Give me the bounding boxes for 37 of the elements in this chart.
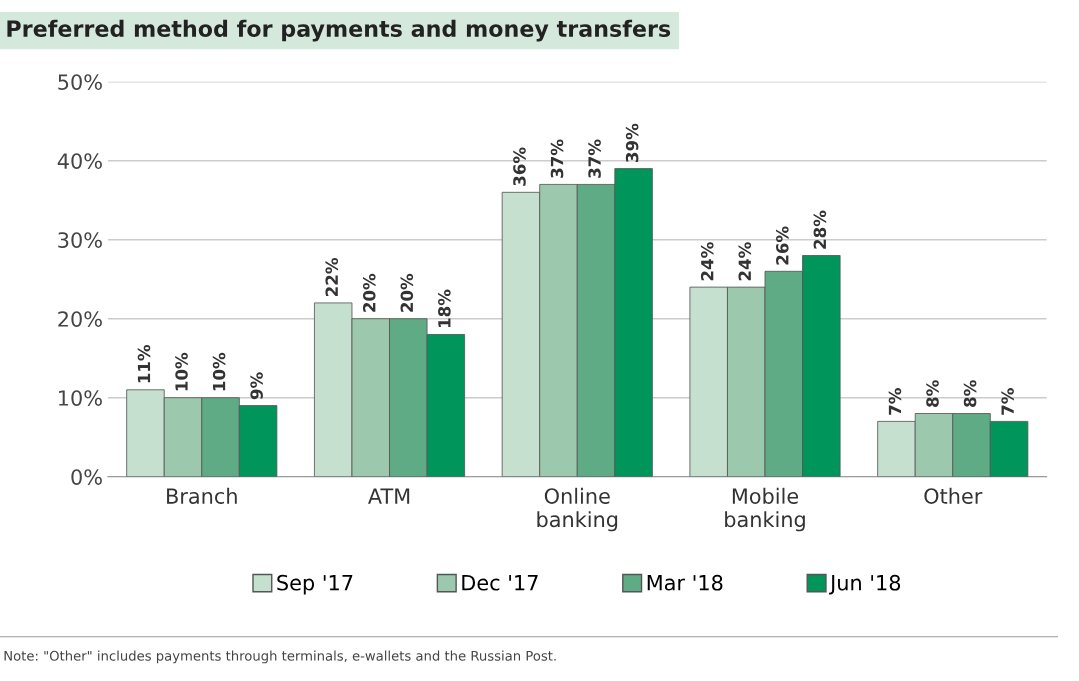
data-label: 8% bbox=[963, 380, 977, 407]
legend-label: Sep '17 bbox=[277, 574, 353, 595]
data-label: 20% bbox=[362, 273, 376, 312]
data-label: 8% bbox=[926, 380, 939, 407]
y-tick-label: 30% bbox=[58, 232, 102, 248]
x-tick-label: Other bbox=[924, 487, 983, 504]
data-label: 10% bbox=[175, 352, 188, 391]
data-label: 24% bbox=[700, 242, 714, 281]
data-label: 24% bbox=[738, 242, 752, 281]
data-label: 28% bbox=[813, 210, 827, 249]
data-label: 39% bbox=[625, 123, 639, 162]
y-tick-label: 50% bbox=[58, 74, 102, 90]
y-tick-label: 10% bbox=[59, 390, 102, 406]
data-label: 10% bbox=[212, 352, 226, 391]
data-label: 26% bbox=[776, 226, 789, 265]
y-tick-label: 0% bbox=[71, 469, 102, 485]
data-label: 20% bbox=[400, 273, 414, 312]
data-label: 9% bbox=[250, 372, 263, 400]
data-label: 7% bbox=[888, 388, 902, 415]
x-tick-label: ATM bbox=[368, 488, 410, 504]
data-label: 37% bbox=[588, 139, 601, 178]
data-label: 36% bbox=[513, 147, 526, 186]
legend-label: Mar '18 bbox=[647, 574, 723, 591]
x-tick-label: Mobile banking bbox=[725, 487, 805, 532]
y-tick-label: 40% bbox=[57, 153, 102, 169]
y-tick-label: 20% bbox=[58, 311, 102, 327]
x-tick-label: Online banking bbox=[537, 487, 618, 532]
data-label: 7% bbox=[1001, 388, 1014, 415]
data-label: 22% bbox=[325, 257, 339, 297]
legend-label: Jun '18 bbox=[829, 574, 901, 595]
x-tick-label: Branch bbox=[167, 487, 237, 504]
chart-title: Preferred method for payments and money transfers bbox=[7, 19, 671, 42]
legend-label: Dec '17 bbox=[462, 575, 538, 591]
data-label: 11% bbox=[137, 344, 151, 383]
data-label: 18% bbox=[438, 289, 451, 328]
data-label: 37% bbox=[550, 139, 564, 178]
text: Note: "Other" includes payments through terminals, e-wallets and the Russian Post. bbox=[4, 650, 556, 664]
